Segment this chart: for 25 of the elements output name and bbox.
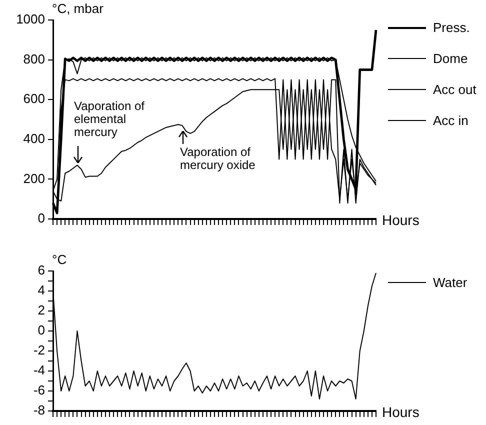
y-tick-label: 4 <box>38 282 45 298</box>
y-tick-label: 0 <box>38 322 45 338</box>
legend-label: Acc out <box>433 82 476 97</box>
y-tick-label: -2 <box>33 342 45 358</box>
y-tick-label: 800 <box>23 51 45 66</box>
annotation: Vaporation of mercury oxide <box>180 145 256 172</box>
y-axis-title: °C, mbar <box>52 1 104 16</box>
legend-label: Acc in <box>433 113 468 128</box>
legend-label: Press. <box>433 20 470 35</box>
y-tick-label: 600 <box>23 91 45 106</box>
y-tick-label: 0 <box>38 210 45 226</box>
y-tick-label: 400 <box>23 130 45 146</box>
y-tick-label: -8 <box>33 402 45 418</box>
y-tick-label: 200 <box>23 170 45 186</box>
y-tick-label: 1000 <box>16 12 45 27</box>
y-tick-label: -6 <box>33 382 45 398</box>
x-axis-title: Hours <box>382 404 420 420</box>
x-axis-title: Hours <box>382 212 420 228</box>
y-tick-label: -4 <box>33 362 45 378</box>
y-axis-title: °C <box>52 252 67 267</box>
legend-label: Dome <box>433 51 468 66</box>
y-tick-label: 2 <box>38 302 45 318</box>
annotation: Vaporation of elemental mercury <box>74 99 146 139</box>
y-tick-label: 6 <box>38 262 45 278</box>
legend-label: Water <box>433 275 468 290</box>
